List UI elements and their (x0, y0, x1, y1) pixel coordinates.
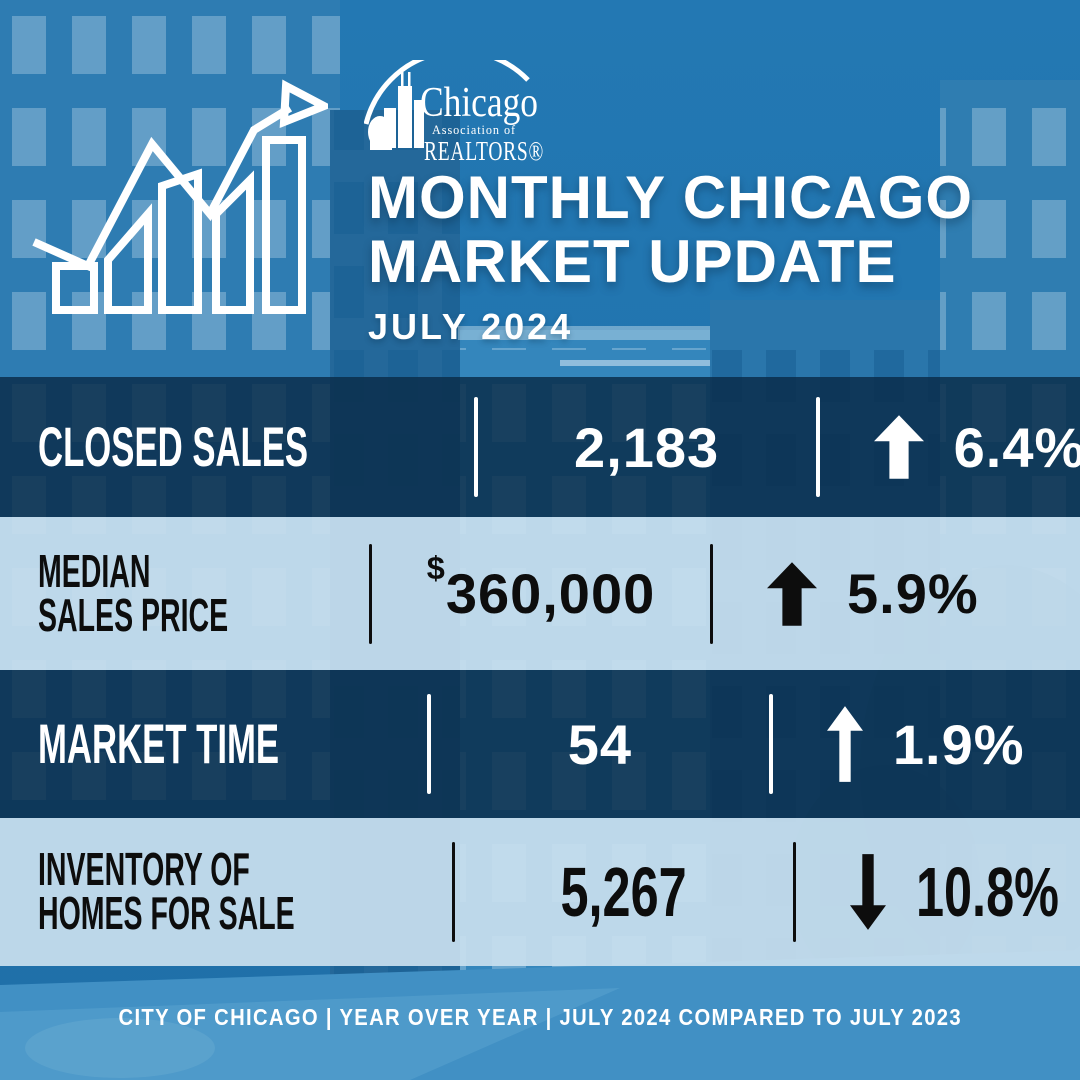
stat-row-inventory: INVENTORY OF HOMES FOR SALE 5,267 10.8% (0, 818, 1080, 966)
divider (768, 694, 773, 794)
page-title-line1: MONTHLY CHICAGO (368, 164, 974, 231)
up-arrow-icon (873, 415, 924, 479)
growth-chart-icon (32, 79, 328, 314)
divider (793, 842, 797, 942)
divider (426, 694, 431, 794)
stat-row-market-time: MARKET TIME 54 1.9% (0, 670, 1080, 818)
stat-label: INVENTORY OF HOMES FOR SALE (38, 843, 295, 939)
stat-change-value: 1.9% (892, 712, 1025, 776)
stat-change-value: 6.4% (953, 415, 1080, 479)
header: MONTHLY CHICAGO MARKET UPDATE JULY 2024 (368, 164, 974, 348)
up-arrow-icon (767, 561, 817, 626)
logo-subtitle-text: Association of (432, 122, 516, 137)
footer-note: CITY OF CHICAGO | YEAR OVER YEAR | JULY … (118, 1004, 962, 1030)
stat-change-value: 5.9% (847, 562, 979, 625)
stat-change: 10.8% (796, 852, 1080, 932)
divider (452, 842, 456, 942)
stat-value: 2,183 (574, 415, 720, 479)
stats-table: CLOSED SALES 2,183 6.4% MEDIAN SALES PRI… (0, 377, 1080, 966)
divider (815, 397, 820, 497)
up-arrow-icon (826, 706, 863, 782)
divider (473, 397, 478, 497)
page-title-line2: MARKET UPDATE (368, 228, 897, 296)
stat-row-closed-sales: CLOSED SALES 2,183 6.4% (0, 377, 1080, 517)
divider (710, 543, 713, 644)
stat-value: 5,267 (560, 853, 688, 931)
currency-symbol: $ (426, 549, 446, 586)
stat-value: 54 (567, 712, 632, 776)
logo-skyline (368, 72, 424, 150)
logo-arc (364, 60, 530, 125)
stat-label: CLOSED SALES (38, 415, 309, 479)
logo-org-text: REALTORS® (424, 136, 544, 166)
down-arrow-icon (850, 854, 887, 930)
stat-label: MEDIAN SALES PRICE (38, 544, 229, 641)
footer: CITY OF CHICAGO | YEAR OVER YEAR | JULY … (0, 1004, 1080, 1031)
stat-change: 6.4% (820, 415, 1080, 480)
stat-value: $360,000 (426, 549, 656, 625)
stat-label: MARKET TIME (38, 712, 280, 776)
stat-change: 1.9% (773, 704, 1080, 784)
chicago-association-of-realtors-logo: Chicago Association of REALTORS® (364, 60, 544, 166)
stat-change-value: 10.8% (916, 853, 1059, 931)
stat-row-median-sales-price: MEDIAN SALES PRICE $360,000 5.9% (0, 517, 1080, 670)
report-month: JULY 2024 (368, 306, 574, 348)
divider (369, 543, 372, 644)
stat-change: 5.9% (713, 561, 1080, 626)
logo-city-text: Chicago (420, 80, 538, 126)
